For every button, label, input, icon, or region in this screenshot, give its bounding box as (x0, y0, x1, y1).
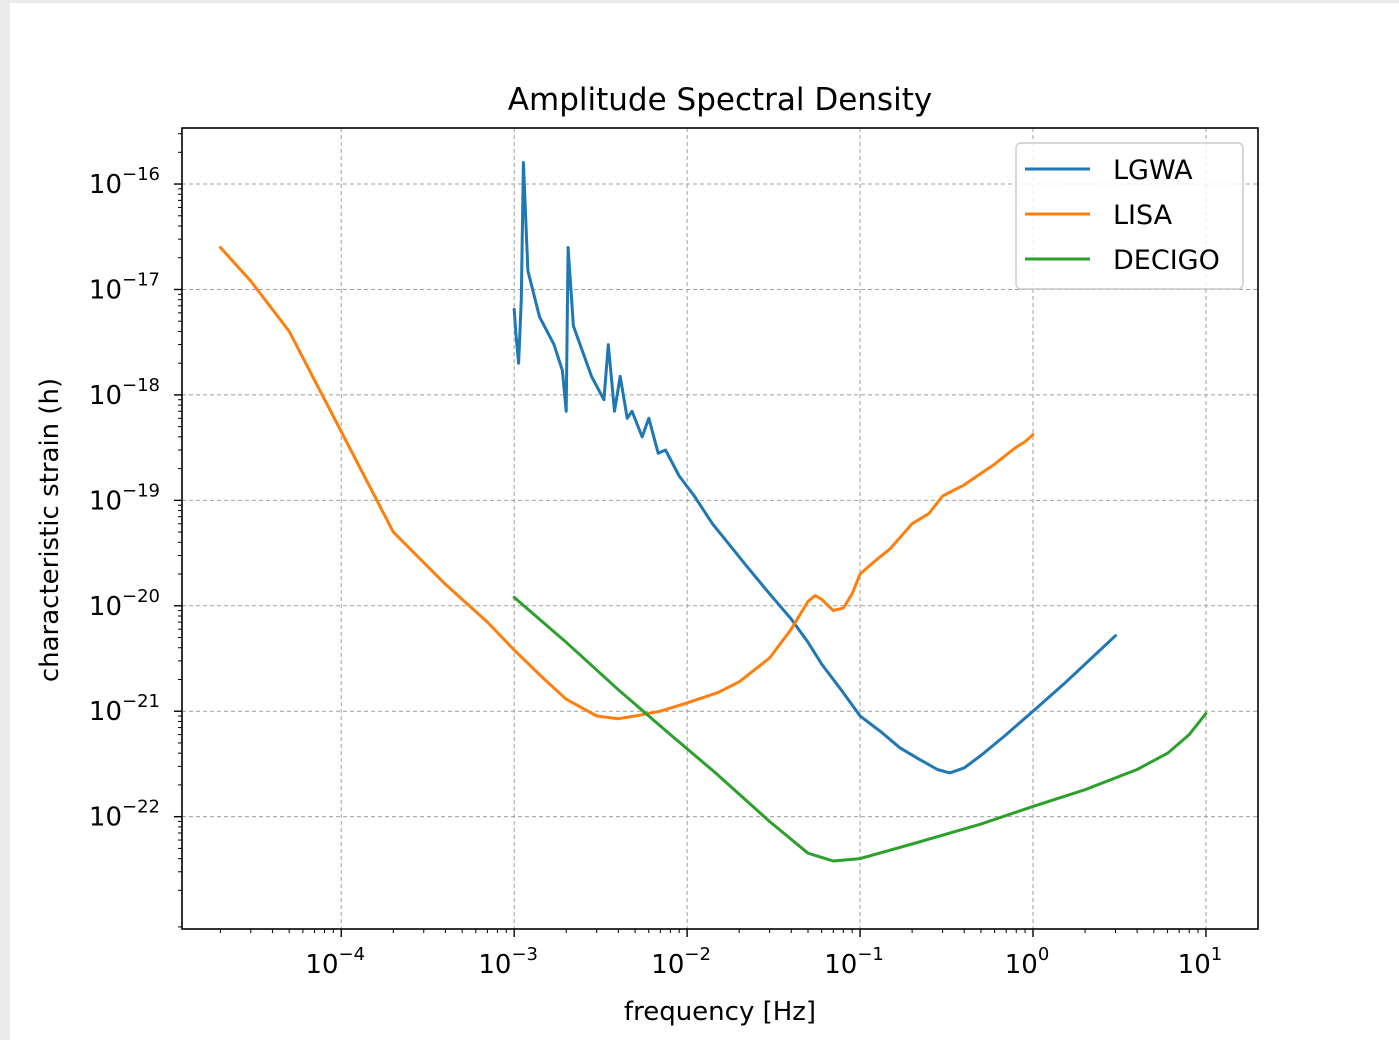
y-axis-ticks: 10−16 10−17 10−18 10−19 10−20 10−21 10−22 (89, 164, 182, 833)
y-axis-title: characteristic strain (h) (35, 378, 65, 682)
x-tick-label: 100 (1005, 944, 1050, 980)
x-tick-label: 10−2 (651, 944, 711, 980)
series-layer (218, 161, 1208, 863)
x-axis-title: frequency [Hz] (624, 997, 816, 1027)
legend-label-decigo: DECIGO (1113, 245, 1220, 276)
x-tick-label: 10−3 (478, 944, 538, 980)
x-tick-label: 101 (1178, 944, 1223, 980)
legend-label-lgwa: LGWA (1113, 155, 1193, 186)
y-tick-label: 10−16 (89, 164, 160, 200)
y-tick-label: 10−19 (89, 480, 160, 516)
chart-title: Amplitude Spectral Density (508, 82, 932, 118)
y-tick-label: 10−18 (89, 375, 160, 411)
x-axis-ticks: 10−4 10−3 10−2 10−1 100 101 (305, 929, 1222, 980)
y-tick-label: 10−20 (89, 586, 160, 622)
y-tick-label: 10−22 (89, 797, 160, 833)
series-line-lgwa (512, 161, 1117, 775)
x-tick-label: 10−4 (305, 944, 365, 980)
legend-frame (1015, 142, 1244, 290)
legend: LGWA LISA DECIGO (1015, 142, 1244, 290)
x-tick-label: 10−1 (824, 944, 884, 980)
y-tick-label: 10−17 (89, 269, 160, 305)
chart: Amplitude Spectral Density 10−4 10−3 10−2 1… (35, 82, 1259, 1027)
series-line-decigo (512, 595, 1208, 863)
y-tick-label: 10−21 (89, 691, 160, 727)
plot-frame (181, 127, 1259, 930)
figure: Amplitude Spectral Density 10−4 10−3 10−2 1… (10, 3, 1399, 1040)
series-line-lisa (218, 246, 1035, 721)
legend-label-lisa: LISA (1113, 200, 1173, 231)
